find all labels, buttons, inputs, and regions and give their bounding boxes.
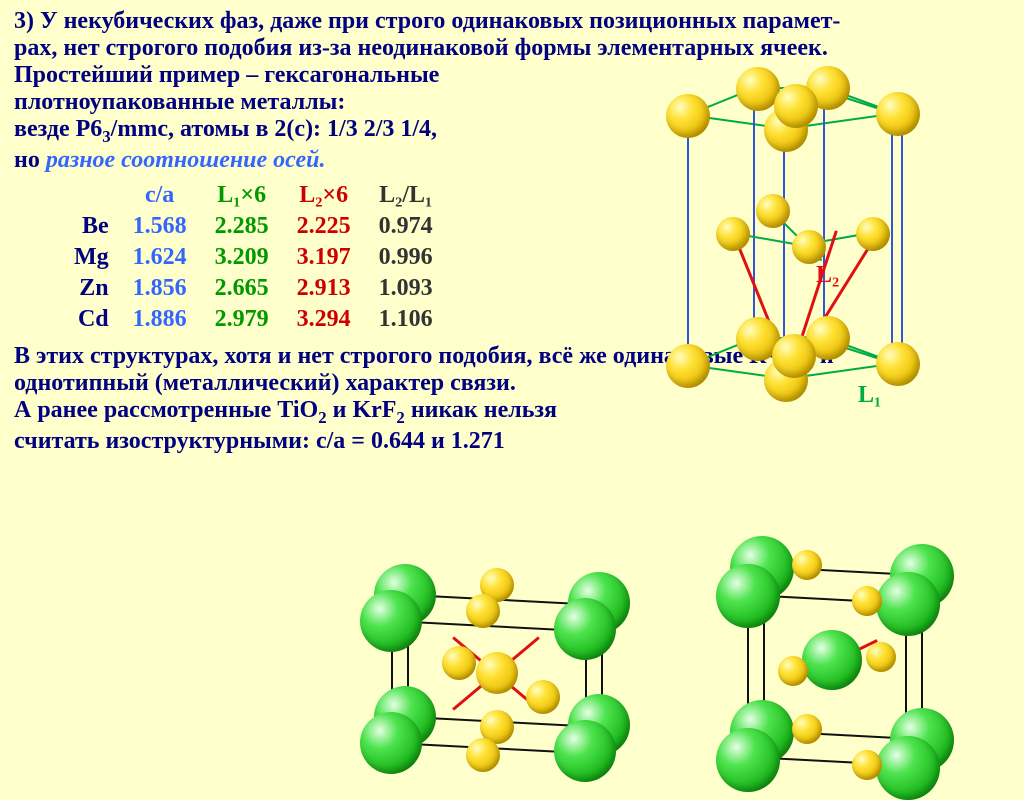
- p1-line6: но разное соотношение осей.: [14, 147, 326, 173]
- col-l1: L₁×6: [201, 180, 283, 211]
- p1-line1: 3) У некубических фаз, даже при строго о…: [14, 8, 840, 34]
- table-row: Cd 1.886 2.979 3.294 1.106: [60, 304, 447, 335]
- col-l2: L₂×6: [283, 180, 365, 211]
- structure-krf2: [740, 530, 1000, 760]
- p2-line2: однотипный (металлический) характер связ…: [14, 370, 516, 396]
- col-ratio: L₂/L₁: [365, 180, 447, 211]
- p1-line3: Простейший пример – гексагональные: [14, 62, 439, 88]
- label-l2: L₂: [816, 262, 839, 289]
- hcp-ratio-table: c/a L₁×6 L₂×6 L₂/L₁ Be 1.568 2.285 2.225…: [60, 180, 447, 335]
- col-ca: c/a: [119, 180, 201, 211]
- table-row: Mg 1.624 3.209 3.197 0.996: [60, 242, 447, 273]
- hcp-structure-diagram: L₂ L₁: [624, 72, 984, 412]
- label-l1: L₁: [858, 382, 881, 409]
- p1-line4: плотноупакованные металлы:: [14, 89, 345, 115]
- table-row: Zn 1.856 2.665 2.913 1.093: [60, 273, 447, 304]
- p1-line5: везде P63/mmc, атомы в 2(с): 1/3 2/3 1/4…: [14, 116, 437, 142]
- p2-line3: А ранее рассмотренные TiO2 и KrF2 никак …: [14, 397, 557, 423]
- p2-line4: считать изоструктурными: c/a = 0.644 и 1…: [14, 428, 505, 454]
- table-header: c/a L₁×6 L₂×6 L₂/L₁: [60, 180, 447, 211]
- table-row: Be 1.568 2.285 2.225 0.974: [60, 211, 447, 242]
- p1-line2: рах, нет строгого подобия из-за неодинак…: [14, 35, 828, 61]
- structure-tio2: [380, 550, 630, 760]
